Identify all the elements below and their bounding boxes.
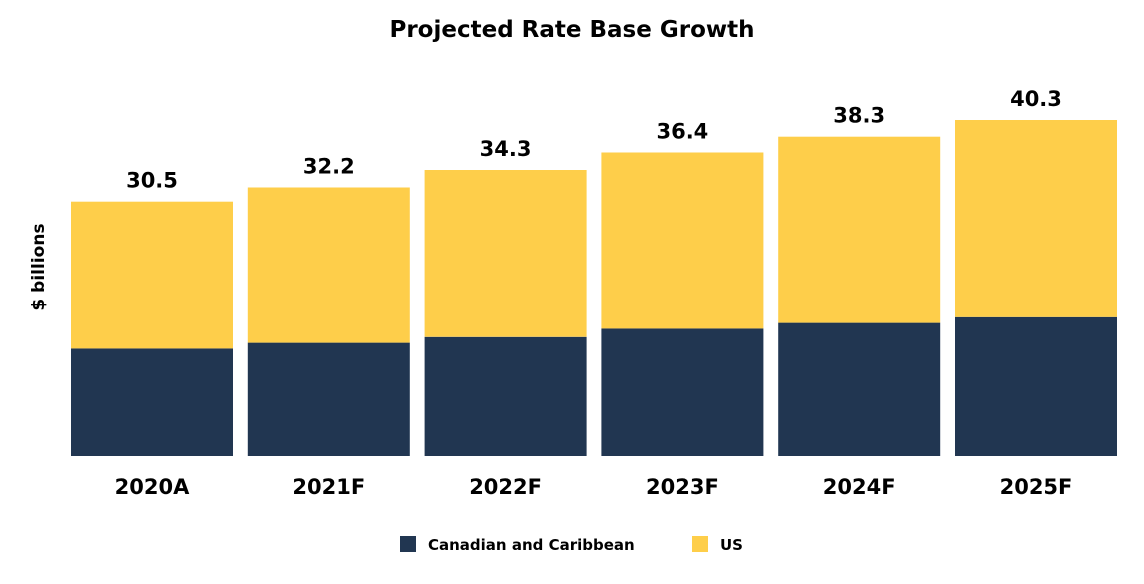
x-tick-2021f: 2021F	[292, 475, 365, 499]
bar-canadian-and-caribbean-2024f	[778, 322, 941, 456]
total-label-2022f: 34.3	[480, 137, 532, 161]
x-axis-tick-labels: 2020A 2021F 2022F 2023F 2024F 2025F	[115, 475, 1073, 499]
legend-label-us: US	[720, 536, 743, 554]
legend: Canadian and Caribbean US	[400, 536, 743, 554]
bar-us-2022f	[424, 170, 587, 337]
legend-label-canadian-and-caribbean: Canadian and Caribbean	[428, 536, 635, 554]
legend-swatch-canadian-and-caribbean	[400, 536, 416, 552]
total-label-2020a: 30.5	[126, 169, 178, 193]
legend-swatch-us	[692, 536, 708, 552]
bar-canadian-and-caribbean-2025f	[955, 316, 1117, 456]
x-tick-2022f: 2022F	[469, 475, 542, 499]
y-axis-label: $ billions	[29, 223, 49, 310]
bar-us-2023f	[601, 152, 764, 329]
bar-us-2020a	[71, 201, 233, 349]
x-tick-2025f: 2025F	[1000, 475, 1073, 499]
x-tick-2023f: 2023F	[646, 475, 719, 499]
bar-canadian-and-caribbean-2020a	[71, 348, 233, 456]
chart-title: Projected Rate Base Growth	[389, 17, 754, 43]
bars-layer	[71, 120, 1117, 456]
total-label-2024f: 38.3	[833, 104, 885, 128]
x-tick-2020a: 2020A	[115, 475, 190, 499]
bar-us-2025f	[955, 120, 1117, 317]
x-tick-2024f: 2024F	[823, 475, 896, 499]
legend-item-us: US	[692, 536, 743, 554]
bar-us-2021f	[247, 187, 410, 343]
legend-item-canadian-and-caribbean: Canadian and Caribbean	[400, 536, 635, 554]
total-label-2023f: 36.4	[656, 120, 708, 144]
total-labels: 30.5 32.2 34.3 36.4 38.3 40.3	[126, 87, 1062, 193]
bar-us-2024f	[778, 136, 941, 323]
bar-canadian-and-caribbean-2023f	[601, 328, 764, 456]
total-label-2021f: 32.2	[303, 155, 355, 179]
bar-canadian-and-caribbean-2022f	[424, 336, 587, 456]
total-label-2025f: 40.3	[1010, 87, 1062, 111]
bar-canadian-and-caribbean-2021f	[247, 342, 410, 456]
